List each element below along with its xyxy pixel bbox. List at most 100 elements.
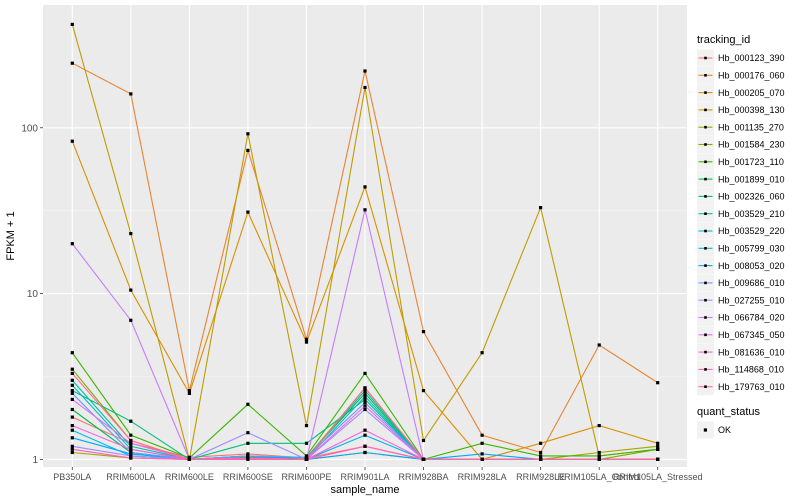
data-point (246, 456, 250, 460)
legend-point (704, 264, 707, 267)
data-point (70, 447, 74, 451)
data-point (70, 61, 74, 65)
data-point (304, 340, 309, 344)
data-point (129, 232, 133, 236)
legend-point (704, 333, 707, 337)
data-point (363, 428, 367, 432)
data-point (656, 447, 660, 451)
data-point (480, 433, 484, 437)
legend-label: Hb_001135_270 (718, 122, 784, 132)
data-point (187, 391, 191, 395)
legend-point (704, 91, 707, 94)
legend-label: Hb_179763_010 (718, 382, 785, 392)
legend-label: Hb_009686_010 (718, 278, 785, 288)
data-point (246, 452, 250, 456)
data-point (363, 389, 367, 393)
data-point (421, 330, 426, 334)
data-point (539, 441, 543, 445)
data-point (70, 389, 74, 393)
legend-point (704, 108, 707, 112)
legend-point (704, 298, 707, 302)
data-point (363, 371, 367, 375)
data-point (70, 415, 74, 419)
x-axis-title: sample_name (330, 484, 399, 496)
data-point (597, 454, 601, 458)
data-point (480, 351, 484, 355)
x-tick-label: RRIM600PE (281, 472, 331, 482)
data-point (70, 424, 74, 428)
x-tick-label: RRIM105LA_Control (558, 472, 641, 482)
legend-items: Hb_000123_390 Hb_000176_060 Hb_000205_070 H… (697, 49, 785, 396)
data-point (246, 402, 250, 406)
data-point (70, 444, 74, 448)
data-point (304, 455, 309, 459)
legend-label: Hb_067345_050 (718, 330, 785, 340)
legend-label: Hb_000123_390 (718, 53, 785, 63)
data-point (129, 433, 133, 437)
legend-label: Hb_002326_060 (718, 192, 785, 202)
data-point (187, 457, 191, 461)
y-tick-label: 1 (32, 455, 38, 466)
data-point (363, 208, 367, 212)
x-tick-label: RRIM901LA (340, 472, 389, 482)
shape-legend-label: OK (718, 425, 731, 435)
data-point (70, 397, 74, 401)
legend-label: Hb_114868_010 (718, 365, 784, 375)
legend-label: Hb_066784_020 (718, 313, 785, 323)
data-point (70, 242, 74, 246)
data-point (539, 457, 543, 461)
x-tick-label: RRIM105LA_Stressed (613, 472, 703, 482)
legend-point (704, 281, 707, 285)
data-point (246, 210, 250, 214)
data-point (656, 457, 660, 461)
data-point (363, 444, 367, 448)
legend-point (704, 368, 707, 371)
data-point (70, 407, 74, 412)
data-point (304, 337, 309, 341)
data-point (656, 441, 660, 445)
data-point (597, 424, 601, 428)
x-tick-label: RRIM928LE (516, 472, 565, 482)
x-axis: PB350LA RRIM600LA RRIM600LE RRIM600SE RRIM60… (53, 467, 703, 482)
x-tick-label: RRIM600SE (223, 472, 273, 482)
legend-point (704, 247, 707, 250)
data-point (246, 431, 250, 435)
data-point (304, 424, 309, 428)
shape-legend-point (703, 428, 707, 432)
shape-legend-items: OK (697, 421, 731, 439)
data-point (70, 428, 74, 432)
data-point (597, 450, 601, 455)
legend-label: Hb_081636_010 (718, 347, 785, 357)
data-point (70, 378, 74, 382)
data-point (421, 457, 426, 461)
data-point (363, 69, 367, 73)
data-point (597, 343, 601, 347)
data-point (129, 454, 133, 458)
data-point (129, 318, 133, 322)
data-points (70, 22, 660, 461)
data-point (129, 450, 133, 455)
legend-point (704, 177, 707, 181)
data-point (70, 22, 74, 26)
y-tick-label: 10 (27, 289, 39, 300)
legend-point (704, 143, 707, 146)
data-point (539, 450, 543, 455)
legend-label: Hb_003529_210 (718, 209, 785, 219)
data-point (70, 139, 74, 143)
legend-label: Hb_003529_220 (718, 226, 785, 236)
data-point (70, 436, 74, 440)
y-tick-label: 100 (21, 123, 38, 134)
legend-label: Hb_000176_060 (718, 71, 785, 81)
data-point (363, 404, 367, 408)
data-point (363, 450, 367, 455)
data-point (129, 419, 133, 423)
legend-point (704, 160, 707, 164)
legend: tracking_id Hb_000123_390Hb_000176_060Hb… (697, 34, 785, 396)
data-point (70, 371, 74, 375)
data-point (129, 456, 133, 460)
data-point (70, 450, 74, 455)
data-point (363, 433, 367, 437)
data-point (129, 438, 133, 443)
data-point (363, 391, 367, 395)
